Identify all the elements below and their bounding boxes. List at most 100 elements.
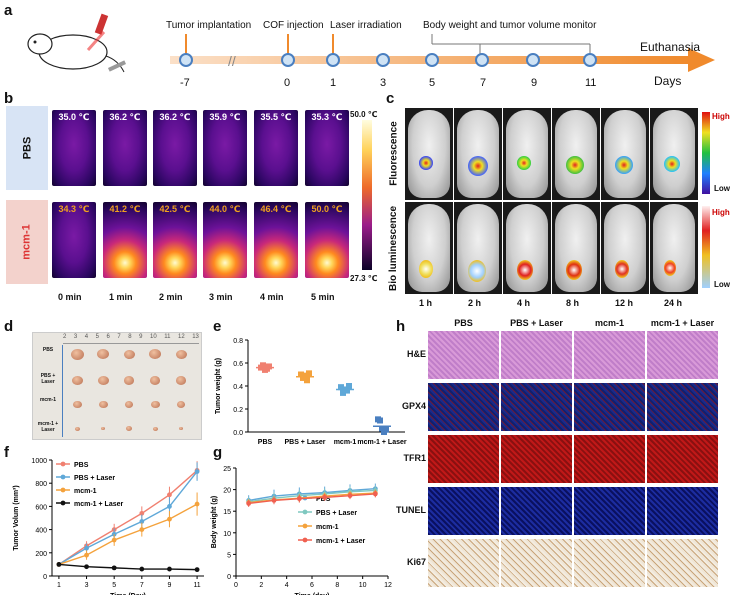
days-axis-label: Days: [654, 74, 682, 88]
mouse-silhouette: [506, 110, 548, 198]
tumor-sample: [74, 426, 80, 431]
y-axis-title: Tumor Volum (mm³): [13, 485, 20, 550]
y-tick-label: 0: [227, 574, 231, 581]
y-tick-label: 5: [227, 552, 231, 559]
ruler-tick: 6: [106, 334, 110, 340]
y-tick-label: 800: [35, 481, 47, 488]
time-label: 4 h: [517, 298, 531, 308]
biolum-low-label: Low: [714, 280, 730, 289]
y-tick-label: 200: [35, 551, 47, 558]
data-point: [340, 389, 346, 396]
time-label: 3 min: [209, 292, 233, 302]
histology-column-label: mcm-1 + Laser: [650, 318, 715, 328]
thermal-image: 35.5 ℃: [254, 110, 298, 186]
legend-label: mcm-1: [316, 524, 339, 531]
data-point: [111, 537, 117, 543]
time-label: 2 h: [468, 298, 482, 308]
day-label: 9: [531, 77, 538, 89]
day-label: -7: [180, 77, 190, 89]
fluorescence-image: [503, 108, 551, 200]
ruler-tick: 4: [84, 334, 89, 340]
legend-label: PBS: [316, 496, 331, 503]
y-axis-title: Body weight (g): [211, 496, 218, 549]
data-point: [84, 564, 89, 570]
category-label: PBS: [258, 439, 273, 446]
data-point: [379, 425, 385, 432]
histology-image: [647, 383, 718, 431]
tumor-sample: [125, 401, 133, 408]
data-point: [194, 469, 200, 474]
timeline-arrow: //: [170, 34, 715, 72]
mouse-silhouette: [408, 110, 450, 198]
x-tick-label: 2: [259, 582, 263, 589]
data-point: [139, 566, 145, 572]
histology-column-label: PBS + Laser: [510, 318, 563, 328]
tumor-sample: [150, 376, 160, 385]
temperature-label: 35.9 ℃: [209, 112, 241, 122]
tumor-row-label: mcm-1 + Laser: [37, 421, 59, 433]
temperature-label: 35.5 ℃: [260, 112, 292, 122]
thermal-colorbar: [362, 120, 372, 270]
data-point: [347, 493, 353, 499]
day-label: 5: [429, 77, 436, 89]
tumor-sample: [179, 427, 183, 431]
ruler-tick: 5: [95, 334, 99, 340]
time-label: 5 min: [311, 292, 335, 302]
x-tick-label: 7: [140, 582, 144, 589]
category-label: mcm-1: [334, 439, 357, 446]
legend-marker: [60, 500, 66, 506]
tumor-sample: [123, 349, 135, 359]
mouse-silhouette: [408, 204, 450, 292]
histology-image: [501, 435, 572, 483]
series-line: [58, 469, 198, 565]
legend-label: mcm-1 + Laser: [74, 501, 123, 508]
bioluminescence-image: [601, 202, 649, 294]
mouse-silhouette: [555, 110, 597, 198]
x-tick-label: 8: [335, 582, 339, 589]
histology-image: [574, 435, 645, 483]
panel-label-d: d: [4, 318, 14, 335]
histology-image: [647, 539, 718, 587]
series-line: [58, 563, 198, 571]
day-label: 11: [585, 77, 597, 89]
tumor-sample: [71, 375, 83, 385]
legend-marker: [60, 487, 66, 493]
svg-text://: //: [228, 53, 236, 69]
histology-image: [428, 539, 499, 587]
histology-image: [501, 487, 572, 535]
histology-image: [574, 539, 645, 587]
fluorescence-image: [405, 108, 453, 200]
signal-spot: [517, 156, 531, 170]
ruler-tick: 8: [128, 334, 132, 340]
temperature-label: 41.2 ℃: [109, 204, 141, 214]
histology-column-label: PBS: [454, 318, 473, 328]
tumor-sample: [101, 427, 105, 431]
time-label: 2 min: [159, 292, 183, 302]
tumor-sample: [177, 401, 185, 408]
histology-column-label: mcm-1: [594, 318, 624, 328]
bioluminescence-image: [552, 202, 600, 294]
row-label-mcm: mcm-1: [6, 200, 48, 284]
ruler-tick: 9: [139, 334, 143, 340]
series-line: [248, 489, 376, 503]
data-point: [194, 501, 200, 507]
signal-spot: [615, 156, 633, 174]
y-tick-label: 0.2: [233, 407, 243, 414]
time-label: 1 h: [419, 298, 433, 308]
day-label: 1: [330, 77, 337, 89]
legend-marker: [302, 523, 308, 529]
data-point: [306, 370, 312, 377]
data-point: [372, 491, 378, 497]
series-line: [248, 493, 376, 505]
data-point: [260, 362, 266, 369]
panel-label-b: b: [4, 90, 14, 107]
temperature-label: 46.4 ℃: [260, 204, 292, 214]
legend-marker: [302, 537, 308, 543]
row-label-fluorescence: Fluorescence: [388, 120, 400, 186]
x-axis-title: Time (Day): [110, 593, 146, 595]
ruler-tick: 3: [73, 334, 78, 340]
day-label: 3: [380, 77, 387, 89]
data-point: [167, 504, 172, 509]
temperature-label: 44.0 ℃: [209, 204, 241, 214]
legend-label: PBS: [74, 462, 89, 469]
